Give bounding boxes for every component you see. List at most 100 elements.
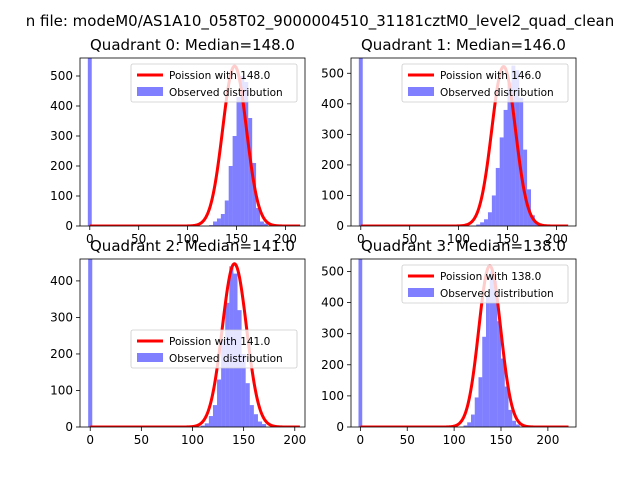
legend-hist-label: Observed distribution: [440, 87, 554, 99]
hist-bar: [236, 97, 241, 226]
x-tick-label: 50: [134, 433, 149, 447]
hist-bar: [486, 296, 490, 427]
y-tick-label: 0: [65, 420, 73, 434]
x-tick-label: 0: [86, 232, 94, 246]
hist-bar: [463, 425, 468, 427]
legend-hist-swatch: [137, 87, 163, 96]
panel-title: Quadrant 0: Median=148.0: [90, 36, 295, 54]
y-tick-label: 100: [321, 389, 344, 403]
hist-bar: [503, 109, 508, 226]
hist-bar-zero-bin: [87, 58, 92, 226]
hist-bar: [508, 409, 513, 427]
panel-title: Quadrant 2: Median=141.0: [90, 237, 295, 255]
y-tick-label: 100: [321, 188, 344, 202]
hist-bar: [256, 208, 260, 226]
legend-hist-label: Observed distribution: [169, 353, 283, 365]
hist-bar: [228, 166, 233, 226]
hist-bar: [213, 221, 217, 226]
hist-bar: [221, 339, 226, 427]
y-tick-label: 400: [321, 97, 344, 111]
x-tick-label: 200: [545, 232, 568, 246]
chart-panel-quadrant-0: 0 50 100 150 200 0 100 200 300 400 500 Quadrant 0: …: [50, 36, 306, 246]
hist-bar: [511, 65, 516, 226]
legend-hist-label: Observed distribution: [169, 87, 283, 99]
hist-bar: [507, 82, 512, 226]
x-tick-label: 100: [443, 433, 466, 447]
chart-panel-quadrant-2: 0 50 100 150 200 0 100 200 300 400 Quadrant 2: Med…: [50, 237, 306, 447]
hist-bar: [257, 421, 263, 427]
legend-hist-swatch: [137, 353, 163, 362]
panel-title: Quadrant 3: Median=138.0: [361, 237, 566, 255]
hist-bar: [491, 195, 496, 226]
hist-bar: [245, 383, 250, 427]
hist-bar: [204, 423, 209, 427]
legend: Poission with 146.0 Observed distribution: [401, 63, 569, 103]
hist-bar: [253, 414, 258, 427]
legend: Poission with 138.0 Observed distribution: [401, 264, 569, 304]
panel-title: Quadrant 1: Median=146.0: [361, 36, 566, 54]
x-tick-label: 100: [181, 433, 204, 447]
y-tick-label: 300: [50, 310, 73, 324]
hist-bar-zero-bin: [88, 259, 93, 427]
x-tick-label: 100: [176, 232, 199, 246]
y-tick-label: 400: [50, 99, 73, 113]
y-tick-label: 200: [50, 159, 73, 173]
x-tick-label: 100: [447, 232, 470, 246]
hist-bar: [480, 222, 485, 226]
hist-bar: [216, 218, 221, 226]
y-tick-label: 100: [50, 383, 73, 397]
hist-bar: [244, 82, 249, 226]
legend-fit-label: Poission with 141.0: [169, 336, 270, 348]
x-tick-label: 150: [490, 433, 513, 447]
x-tick-label: 150: [225, 232, 248, 246]
hist-bar: [516, 424, 520, 427]
hist-bar: [217, 379, 222, 427]
y-tick-label: 100: [50, 189, 73, 203]
y-tick-label: 200: [321, 158, 344, 172]
legend-hist-label: Observed distribution: [440, 288, 554, 300]
x-tick-label: 50: [131, 232, 146, 246]
y-tick-label: 200: [321, 358, 344, 372]
y-tick-label: 300: [50, 129, 73, 143]
hist-bar: [237, 310, 242, 427]
hist-bar: [232, 136, 237, 226]
hist-bar: [489, 271, 494, 427]
legend: Poission with 141.0 Observed distribution: [130, 329, 298, 369]
hist-bar: [249, 405, 254, 427]
chart-panel-quadrant-1: 0 50 100 150 200 0 100 200 300 400 500 Quadrant 1: …: [321, 36, 577, 246]
hist-bar: [519, 97, 524, 226]
hist-bar: [478, 377, 483, 427]
hist-bar: [497, 321, 501, 427]
hist-bar: [504, 386, 509, 427]
hist-bar: [493, 280, 498, 427]
hist-bar: [487, 212, 492, 226]
chart-panel-quadrant-3: 0 50 100 150 200 0 100 200 300 400 500 Quadrant 3: …: [321, 237, 577, 447]
hist-bar: [212, 405, 218, 427]
poisson-fit-line: [89, 262, 301, 427]
y-tick-label: 300: [321, 127, 344, 141]
axes-frame: [350, 57, 577, 227]
hist-bar: [495, 167, 500, 226]
x-tick-label: 200: [536, 433, 559, 447]
hist-bar-zero-bin: [358, 259, 363, 427]
hist-bar: [471, 414, 475, 427]
y-tick-label: 300: [321, 327, 344, 341]
hist-bar: [262, 424, 267, 427]
x-tick-label: 150: [232, 433, 255, 447]
hist-bar: [224, 200, 229, 226]
x-tick-label: 0: [86, 433, 94, 447]
hist-bar: [241, 353, 246, 427]
legend-hist-swatch: [408, 87, 434, 96]
y-tick-label: 0: [336, 420, 344, 434]
y-tick-label: 200: [50, 347, 73, 361]
poisson-fit-line: [359, 65, 570, 226]
legend-box: [401, 264, 569, 304]
x-tick-label: 0: [357, 232, 365, 246]
poisson-fit-line: [88, 64, 302, 226]
hist-bar: [240, 76, 245, 226]
legend: Poission with 148.0 Observed distribution: [130, 63, 298, 103]
hist-bar: [482, 336, 486, 427]
y-tick-label: 400: [50, 274, 73, 288]
legend-fit-label: Poission with 146.0: [440, 70, 541, 82]
